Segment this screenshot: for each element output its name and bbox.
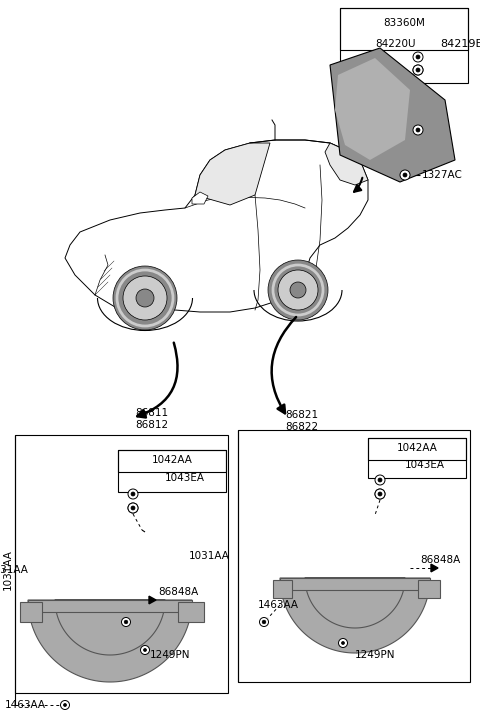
- Polygon shape: [57, 600, 163, 653]
- Text: 1327AC: 1327AC: [422, 170, 463, 180]
- Circle shape: [290, 282, 306, 298]
- Circle shape: [413, 125, 423, 135]
- Polygon shape: [65, 140, 368, 312]
- Circle shape: [416, 68, 420, 72]
- Circle shape: [375, 475, 385, 485]
- Text: 1463AA: 1463AA: [5, 700, 46, 710]
- Circle shape: [121, 617, 131, 626]
- Circle shape: [375, 489, 385, 499]
- Bar: [118, 450, 226, 492]
- Polygon shape: [307, 578, 403, 626]
- Circle shape: [124, 620, 128, 624]
- Bar: [118, 450, 226, 472]
- Polygon shape: [280, 578, 430, 590]
- Circle shape: [131, 506, 135, 510]
- Text: 84219E: 84219E: [440, 39, 480, 49]
- Circle shape: [278, 270, 318, 310]
- Circle shape: [131, 492, 135, 496]
- Circle shape: [378, 492, 382, 496]
- Polygon shape: [335, 58, 410, 160]
- Polygon shape: [195, 143, 270, 205]
- Text: 1031AA: 1031AA: [189, 551, 230, 561]
- Circle shape: [338, 638, 348, 648]
- Polygon shape: [192, 192, 208, 204]
- Circle shape: [141, 646, 149, 655]
- Text: 1463AA: 1463AA: [258, 600, 299, 610]
- Circle shape: [63, 703, 67, 707]
- Circle shape: [260, 617, 268, 626]
- Text: 86822: 86822: [285, 422, 318, 432]
- Text: 86821: 86821: [285, 410, 318, 420]
- Circle shape: [375, 489, 385, 499]
- Circle shape: [113, 266, 177, 330]
- Bar: [368, 438, 466, 460]
- Circle shape: [416, 128, 420, 132]
- Circle shape: [416, 55, 420, 59]
- Circle shape: [136, 289, 154, 307]
- Circle shape: [128, 489, 138, 499]
- Text: 83360M: 83360M: [383, 18, 425, 28]
- Circle shape: [341, 641, 345, 644]
- Text: 84220U: 84220U: [375, 39, 415, 49]
- Text: 1042AA: 1042AA: [396, 443, 437, 453]
- Text: 1043EA: 1043EA: [405, 460, 445, 470]
- Polygon shape: [431, 564, 438, 572]
- Circle shape: [400, 170, 410, 180]
- Polygon shape: [149, 596, 156, 604]
- Text: 1043EA: 1043EA: [165, 473, 205, 483]
- Text: 86848A: 86848A: [158, 587, 198, 597]
- Polygon shape: [20, 602, 42, 622]
- Polygon shape: [28, 600, 192, 612]
- Text: 86812: 86812: [135, 420, 168, 430]
- Circle shape: [144, 648, 146, 651]
- Text: 1249PN: 1249PN: [355, 650, 396, 660]
- Bar: [368, 438, 466, 478]
- Circle shape: [262, 620, 266, 624]
- Polygon shape: [330, 48, 455, 182]
- Polygon shape: [325, 143, 368, 185]
- Text: 86811: 86811: [135, 408, 168, 418]
- Bar: [238, 430, 470, 682]
- Circle shape: [413, 52, 423, 62]
- Circle shape: [128, 503, 138, 513]
- Polygon shape: [28, 600, 192, 682]
- Text: 1249PN: 1249PN: [150, 650, 191, 660]
- Polygon shape: [418, 580, 440, 598]
- Polygon shape: [273, 580, 292, 598]
- Polygon shape: [178, 602, 204, 622]
- Text: 86848A: 86848A: [420, 555, 460, 565]
- Circle shape: [123, 276, 167, 320]
- Polygon shape: [280, 578, 430, 653]
- Circle shape: [60, 700, 70, 710]
- Circle shape: [403, 173, 407, 177]
- Circle shape: [268, 260, 328, 320]
- Circle shape: [128, 503, 138, 513]
- Circle shape: [413, 65, 423, 75]
- Bar: [15, 435, 228, 693]
- Bar: [340, 8, 468, 50]
- Text: 1031AA: 1031AA: [0, 565, 28, 575]
- Text: 1042AA: 1042AA: [152, 455, 192, 465]
- Circle shape: [378, 478, 382, 482]
- Text: 1031AA: 1031AA: [3, 550, 13, 590]
- Bar: [340, 8, 468, 83]
- Circle shape: [413, 65, 423, 75]
